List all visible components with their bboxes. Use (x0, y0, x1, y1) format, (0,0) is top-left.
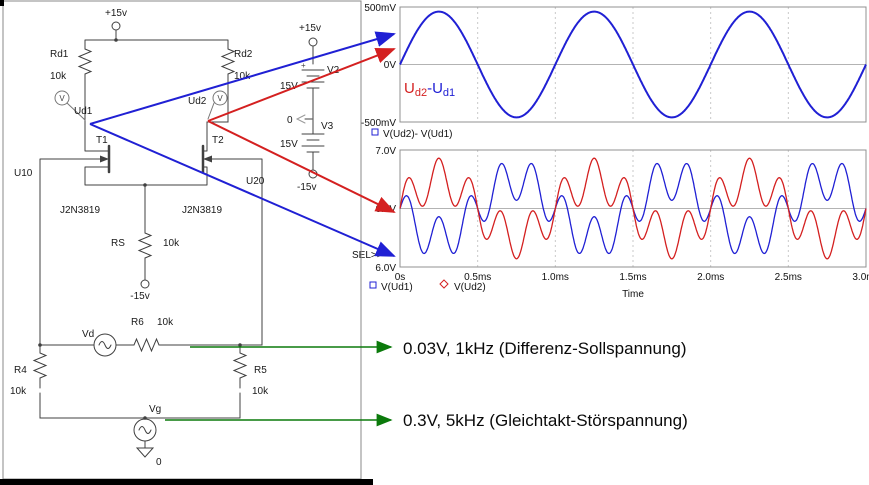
t1-model: J2N3819 (60, 205, 100, 216)
gnd-label: 0 (156, 457, 162, 468)
v3-value: 15V (280, 139, 298, 150)
sine-source-vd-icon (93, 333, 117, 357)
plus-sign: + (301, 61, 306, 70)
legend-square-icon (371, 128, 379, 136)
jfet-t1 (100, 144, 111, 174)
y-tick-7v: 7.0V (375, 146, 396, 157)
resistor-rs (137, 227, 153, 269)
resistor-r6 (129, 337, 166, 353)
wires (39, 29, 314, 449)
legend-label-diff: V(Ud2)- V(Ud1) (383, 129, 452, 140)
x-tick-0p5ms: 0.5ms (464, 272, 491, 283)
supply-pos-label: +15v (105, 8, 127, 19)
trace-V(Ud2)-V(Ud1) (399, 10, 867, 119)
legend-label-ud1: V(Ud1) (381, 282, 413, 293)
legend-square-icon (369, 281, 377, 289)
trace-formula-label: Ud2-Ud1 (404, 80, 455, 99)
arrow-ud1-to-drain-plot (89, 123, 396, 257)
screen-capture-edge (0, 479, 373, 485)
resistor-rd1 (77, 43, 93, 85)
power-port-icon (111, 21, 121, 31)
rs-label: RS (111, 238, 125, 249)
annotation-arrows (89, 31, 396, 427)
resistor-r5 (232, 344, 248, 389)
screen-capture-edge (0, 0, 4, 6)
current-marker-icon (295, 114, 306, 124)
v3-initial: 0 (287, 115, 293, 126)
voltage-probe-icon: V (54, 90, 86, 121)
trace-V(Ud2) (399, 157, 867, 260)
ground-icon (135, 447, 155, 458)
y-tick-m500mv: -500mV (361, 118, 396, 129)
y-tick-0v: 0V (384, 60, 397, 71)
rd1-label: Rd1 (50, 49, 69, 60)
rd1-value: 10k (50, 71, 67, 82)
arrow-ud2-to-diff-plot (207, 48, 396, 122)
svg-text:V: V (217, 94, 223, 103)
plot-differential-output (399, 6, 867, 123)
y-tick-500mv: 500mV (364, 3, 396, 14)
node-u20-label: U20 (246, 176, 265, 187)
x-tick-3ms: 3.0ms (852, 272, 869, 283)
x-axis-title: Time (622, 289, 644, 300)
v2-value: 15V (280, 81, 298, 92)
x-tick-1p5ms: 1.5ms (619, 272, 646, 283)
x-tick-1ms: 1.0ms (542, 272, 569, 283)
t2-model: J2N3819 (182, 205, 222, 216)
voltage-probe-icon: V (207, 90, 228, 120)
resistor-r4 (32, 344, 48, 389)
y-tick-6v: 6.0V (375, 263, 396, 274)
differential-source-annotation: 0.03V, 1kHz (Differenz-Sollspannung) (403, 339, 687, 358)
x-tick-2ms: 2.0ms (697, 272, 724, 283)
supply-neg-label: -15v (130, 291, 149, 302)
v3-label: V3 (321, 121, 334, 132)
r4-label: R4 (14, 365, 27, 376)
arrow-ud2-to-drain-plot (207, 120, 396, 213)
sine-source-vg-icon (133, 418, 157, 442)
node-u10-label: U10 (14, 168, 33, 179)
arrow-ud1-to-diff-plot (89, 31, 396, 125)
vg-label: Vg (149, 404, 161, 415)
panel-supply-neg-label: -15v (297, 182, 316, 193)
x-tick-2p5ms: 2.5ms (775, 272, 802, 283)
x-tick-0s: 0s (395, 272, 406, 283)
node-ud2-label: Ud2 (188, 96, 207, 107)
t1-label: T1 (96, 135, 108, 146)
plot-drain-voltages (399, 149, 867, 268)
junction-dots (38, 38, 242, 420)
gate-arrow-icon (100, 155, 109, 163)
r5-value: 10k (252, 386, 269, 397)
battery-v3-icon (301, 133, 325, 153)
resistor-rd2 (220, 43, 236, 85)
r6-label: R6 (131, 317, 144, 328)
r4-value: 10k (10, 386, 27, 397)
gate-arrow-icon (203, 155, 212, 163)
v2-label: V2 (327, 65, 340, 76)
battery-v2-icon (301, 69, 325, 89)
rd2-value: 10k (234, 71, 251, 82)
vd-label: Vd (82, 329, 94, 340)
t2-label: T2 (212, 135, 224, 146)
sel-indicator: SEL>> (352, 250, 383, 261)
rs-value: 10k (163, 238, 180, 249)
rd2-label: Rd2 (234, 49, 253, 60)
power-port-icon (308, 37, 318, 47)
r5-label: R5 (254, 365, 267, 376)
legend-diamond-icon (439, 279, 449, 289)
jfet-t2 (201, 144, 212, 174)
node-ud1-label: Ud1 (74, 106, 93, 117)
power-port-icon (140, 279, 150, 289)
legend-label-ud2: V(Ud2) (454, 282, 486, 293)
circuit-schematic: V V (2, 0, 362, 480)
panel-supply-pos-label: +15v (299, 23, 321, 34)
svg-text:V: V (59, 94, 65, 103)
common-mode-source-annotation: 0.3V, 5kHz (Gleichtakt-Störspannung) (403, 411, 688, 430)
r6-value: 10k (157, 317, 174, 328)
y-tick-6p5v: 6.5V (375, 204, 396, 215)
